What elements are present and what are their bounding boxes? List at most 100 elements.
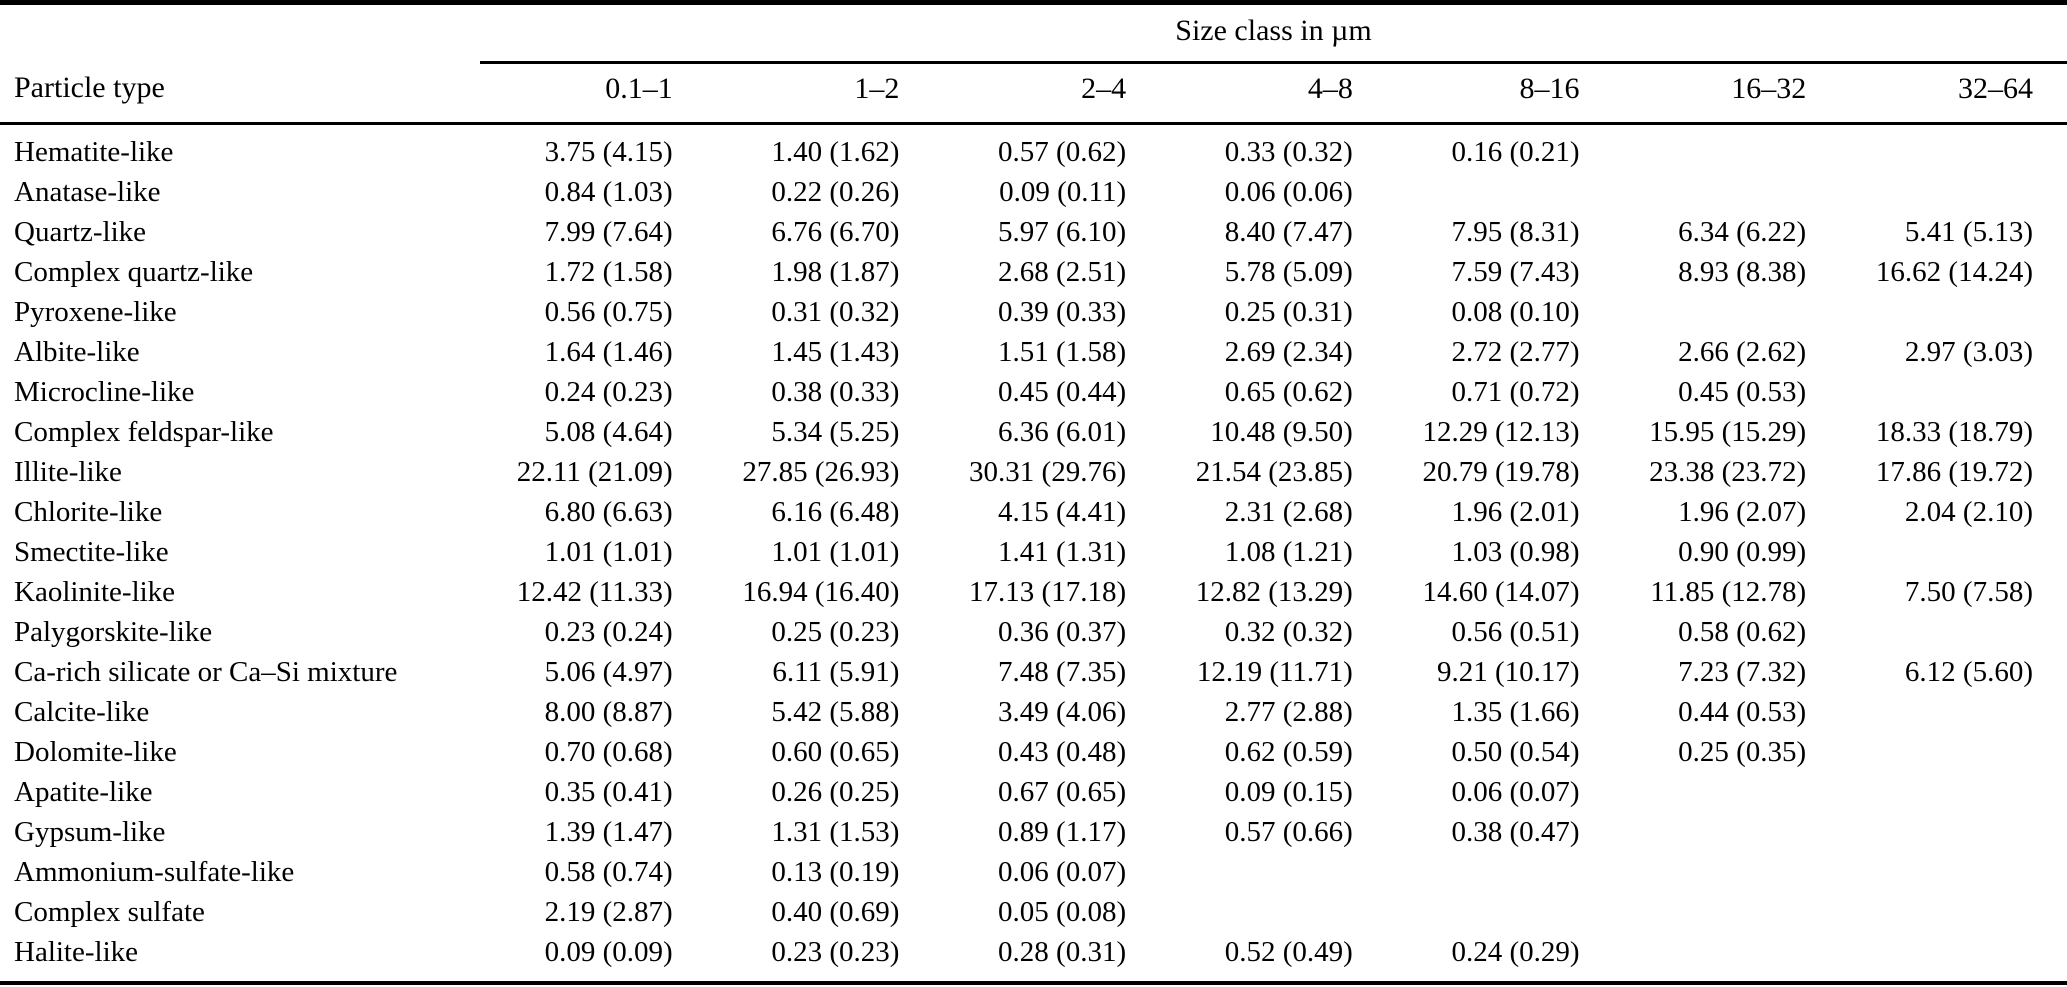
table-row: Pyroxene-like 0.56 (0.75) 0.31 (0.32) 0.39 … [0,292,2067,332]
table-row: Complex feldspar-like 5.08 (4.64) 5.34 (5.… [0,412,2067,452]
particle-type-cell: Microcline-like [14,376,195,408]
value-cell: 0.71 (0.72) [1451,376,1580,408]
value-cell: 0.08 (0.10) [1451,296,1580,328]
value-cell: 5.78 (5.09) [1224,256,1353,288]
value-cell: 0.57 (0.66) [1224,816,1353,848]
value-cell: 4.15 (4.41) [998,496,1127,528]
value-cell: 0.25 (0.31) [1224,296,1353,328]
value-cell: 15.95 (15.29) [1649,416,1807,448]
value-cell: 2.66 (2.62) [1678,336,1807,368]
value-cell: 5.06 (4.97) [544,656,673,688]
table-row: Ammonium-sulfate-like 0.58 (0.74) 0.13 (0.… [0,852,2067,892]
table-row: Kaolinite-like 12.42 (11.33) 16.94 (16.40)… [0,572,2067,612]
value-cell: 23.38 (23.72) [1649,456,1807,488]
value-cell: 6.12 (5.60) [1904,656,2033,688]
value-cell: 6.80 (6.63) [544,496,673,528]
value-cell: 1.40 (1.62) [771,136,900,168]
particle-type-cell: Apatite-like [14,776,153,808]
particle-type-cell: Kaolinite-like [14,576,176,608]
table-row: Halite-like 0.09 (0.09) 0.23 (0.23) 0.28 (0… [0,932,2067,985]
value-cell [1614,892,1841,932]
particle-type-cell: Pyroxene-like [14,296,177,328]
value-cell: 1.51 (1.58) [998,336,1127,368]
value-cell [1840,852,2067,892]
value-cell: 0.62 (0.59) [1224,736,1353,768]
spanner-row: Size class in µm [0,2,2067,64]
value-cell: 0.09 (0.09) [480,932,707,985]
value-cell: 3.75 (4.15) [544,136,673,168]
value-cell: 21.54 (23.85) [1195,456,1353,488]
value-cell: 0.38 (0.47) [1451,816,1580,848]
value-cell [1160,852,1387,892]
value-cell [1840,772,2067,812]
value-cell: 0.25 (0.23) [771,616,900,648]
table-row: Dolomite-like 0.70 (0.68) 0.60 (0.65) 0.43 … [0,732,2067,772]
table-row: Calcite-like 8.00 (8.87) 5.42 (5.88) 3.49 (… [0,692,2067,732]
table-row: Albite-like 1.64 (1.46) 1.45 (1.43) 1.51 (1… [0,332,2067,372]
value-cell: 30.31 (29.76) [969,456,1127,488]
value-cell: 2.69 (2.34) [1224,336,1353,368]
value-cell: 2.77 (2.88) [1224,696,1353,728]
value-cell: 0.28 (0.31) [933,932,1161,985]
value-cell: 6.76 (6.70) [771,216,900,248]
value-cell: 2.19 (2.87) [544,896,673,928]
value-cell: 3.49 (4.06) [998,696,1127,728]
value-cell [1840,692,2067,732]
table-row: Complex sulfate 2.19 (2.87) 0.40 (0.69) 0.0… [0,892,2067,932]
value-cell: 0.38 (0.33) [771,376,900,408]
table-row: Palygorskite-like 0.23 (0.24) 0.25 (0.23) 0… [0,612,2067,652]
particle-type-cell: Gypsum-like [14,816,166,848]
value-cell: 2.97 (3.03) [1904,336,2033,368]
value-cell: 10.48 (9.50) [1210,416,1353,448]
table-row: Hematite-like 3.75 (4.15) 1.40 (1.62) 0.57 … [0,124,2067,173]
value-cell: 0.36 (0.37) [998,616,1127,648]
particle-type-cell: Complex quartz-like [14,256,254,288]
table-row: Gypsum-like 1.39 (1.47) 1.31 (1.53) 0.89 (1… [0,812,2067,852]
size-class-header: 0.1–1 [480,62,707,125]
value-cell: 16.62 (14.24) [1875,256,2033,288]
value-cell: 16.94 (16.40) [742,576,900,608]
value-cell: 0.65 (0.62) [1224,376,1353,408]
table-body: Hematite-like 3.75 (4.15) 1.40 (1.62) 0.57 … [0,124,2067,985]
size-class-header: 1–2 [706,62,934,125]
value-cell: 0.26 (0.25) [771,776,900,808]
value-cell [1840,812,2067,852]
value-cell: 8.00 (8.87) [544,696,673,728]
value-cell: 12.19 (11.71) [1196,656,1353,688]
value-cell: 1.72 (1.58) [544,256,673,288]
value-cell: 0.58 (0.62) [1678,616,1807,648]
value-cell: 0.16 (0.21) [1451,136,1580,168]
value-cell [1840,892,2067,932]
size-class-header: 16–32 [1613,62,1841,125]
value-cell: 1.01 (1.01) [544,536,673,568]
table-row: Anatase-like 0.84 (1.03) 0.22 (0.26) 0.09 (… [0,172,2067,212]
value-cell: 1.39 (1.47) [544,816,673,848]
value-cell: 17.13 (17.18) [969,576,1127,608]
particle-type-cell: Palygorskite-like [14,616,213,648]
value-cell: 0.23 (0.24) [544,616,673,648]
size-class-header: 4–8 [1160,62,1387,125]
value-cell: 0.57 (0.62) [998,136,1127,168]
value-cell [1614,292,1841,332]
value-cell: 0.33 (0.32) [1224,136,1353,168]
value-cell: 0.56 (0.75) [544,296,673,328]
column-header-row: Particle type 0.1–1 1–2 2–4 4–8 8–16 16–32 32–… [0,62,2067,125]
value-cell: 0.05 (0.08) [998,896,1127,928]
value-cell [1614,172,1841,212]
value-cell: 1.41 (1.31) [998,536,1127,568]
value-cell: 18.33 (18.79) [1875,416,2033,448]
value-cell: 12.42 (11.33) [516,576,673,608]
value-cell: 0.89 (1.17) [998,816,1127,848]
value-cell [1613,932,1841,985]
value-cell [1614,812,1841,852]
value-cell [1840,732,2067,772]
particle-type-cell: Illite-like [14,456,122,488]
value-cell: 7.48 (7.35) [998,656,1127,688]
value-cell: 1.45 (1.43) [771,336,900,368]
value-cell: 2.31 (2.68) [1224,496,1353,528]
table-row: Chlorite-like 6.80 (6.63) 6.16 (6.48) 4.15 … [0,492,2067,532]
value-cell: 0.84 (1.03) [544,176,673,208]
value-cell: 7.50 (7.58) [1904,576,2033,608]
